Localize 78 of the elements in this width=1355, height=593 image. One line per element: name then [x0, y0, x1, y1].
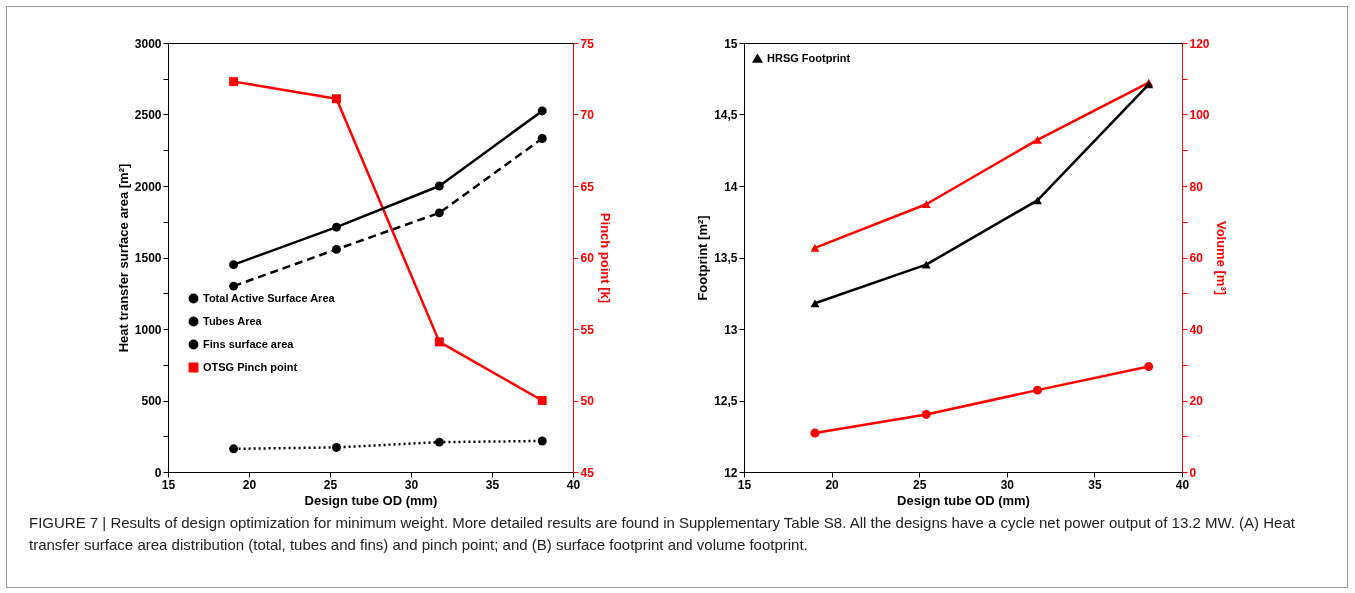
point	[1032, 136, 1042, 144]
x-tick-label: 15	[737, 477, 752, 492]
y-tick-label: 14,5	[714, 108, 738, 122]
y2-tick-label: 20	[1189, 394, 1204, 408]
y-tick-label: 14	[724, 179, 738, 194]
y-tick-label: 12,5	[714, 394, 738, 408]
point	[921, 200, 931, 209]
point	[332, 222, 341, 232]
y2-tick-label: 60	[1189, 251, 1204, 265]
y2-tick-label: 65	[580, 179, 595, 194]
point	[810, 428, 820, 438]
point	[229, 281, 239, 291]
point	[434, 437, 444, 447]
legend-label: OTSG Pinch point	[203, 360, 298, 373]
point	[810, 299, 820, 308]
x-tick-label: 25	[913, 477, 927, 492]
y2-tick-label: 100	[1189, 108, 1210, 122]
y2-axis-title: Volume [m³]	[1213, 220, 1229, 296]
y2-tick-label: 120	[1189, 36, 1210, 51]
y-tick-label: 0	[154, 465, 162, 480]
point	[537, 134, 547, 143]
y-tick-label: 15	[724, 36, 738, 51]
y-tick-label: 1500	[134, 251, 162, 265]
point	[332, 94, 341, 104]
point	[229, 444, 239, 454]
y2-tick-label: 55	[580, 322, 595, 337]
y2-tick-label: 60	[580, 251, 595, 265]
x-tick-label: 25	[323, 477, 338, 492]
point	[1032, 196, 1042, 205]
x-tick-label: 30	[404, 477, 419, 492]
point	[921, 409, 931, 419]
point	[434, 208, 444, 218]
caption: FIGURE 7 | Results of design optimization for minimum weight. More detailed results are found in Supplementary Table S8. All the designs have a cycle net power output of 13.2 MW. (A) Heat transfer surface area distribution (total, tubes and fins) and pinch point; and (B) surface footprint and volume footprint.	[29, 513, 1296, 555]
y2-tick-label: 45	[580, 465, 595, 480]
y2-tick-label: 40	[1189, 322, 1204, 337]
point	[434, 337, 444, 347]
x-tick-label: 15	[161, 477, 176, 492]
point	[1032, 385, 1042, 395]
x-tick-label: 20	[825, 477, 840, 492]
point	[434, 181, 444, 191]
legend-label: HRSG Footprint	[767, 51, 851, 64]
point	[921, 260, 931, 269]
y2-tick-label: 80	[1189, 179, 1204, 194]
y-tick-label: 500	[141, 394, 162, 408]
point	[1144, 362, 1154, 371]
y2-tick-label: 70	[580, 108, 595, 122]
point	[332, 442, 341, 452]
x-tick-label: 30	[1000, 477, 1015, 492]
legend-label: Fins surface area	[203, 337, 295, 350]
x-tick-label: 40	[566, 477, 581, 492]
legend-label: Tubes Area	[203, 314, 263, 327]
y-tick-label: 12	[724, 465, 738, 480]
y2-tick-label: 75	[580, 36, 595, 51]
y-axis-title: Heat transfer surface area [m²]	[115, 163, 131, 353]
point	[332, 244, 341, 254]
y-tick-label: 13,5	[714, 251, 738, 265]
point	[229, 77, 239, 87]
point	[229, 260, 239, 270]
point	[537, 436, 547, 446]
point	[537, 396, 547, 405]
y-tick-label: 2500	[134, 108, 162, 122]
y-tick-label: 3000	[134, 36, 162, 51]
y2-axis-title: Pinch point [k]	[597, 212, 613, 304]
y-tick-label: 1000	[134, 322, 162, 337]
x-axis-title: Design tube OD (mm)	[304, 492, 438, 508]
y2-tick-label: 0	[1189, 465, 1197, 480]
x-tick-label: 40	[1175, 477, 1190, 492]
legend-label: Total Active Surface Area	[203, 291, 336, 304]
y2-tick-label: 50	[580, 394, 595, 408]
x-tick-label: 35	[1088, 477, 1102, 492]
x-tick-label: 20	[242, 477, 257, 492]
y-axis-title: Footprint [m²]	[695, 215, 711, 301]
x-tick-label: 35	[485, 477, 500, 492]
point	[537, 106, 547, 116]
point	[810, 243, 820, 252]
y-tick-label: 13	[724, 322, 738, 337]
y-tick-label: 2000	[134, 179, 162, 194]
x-axis-title: Design tube OD (mm)	[897, 492, 1030, 508]
